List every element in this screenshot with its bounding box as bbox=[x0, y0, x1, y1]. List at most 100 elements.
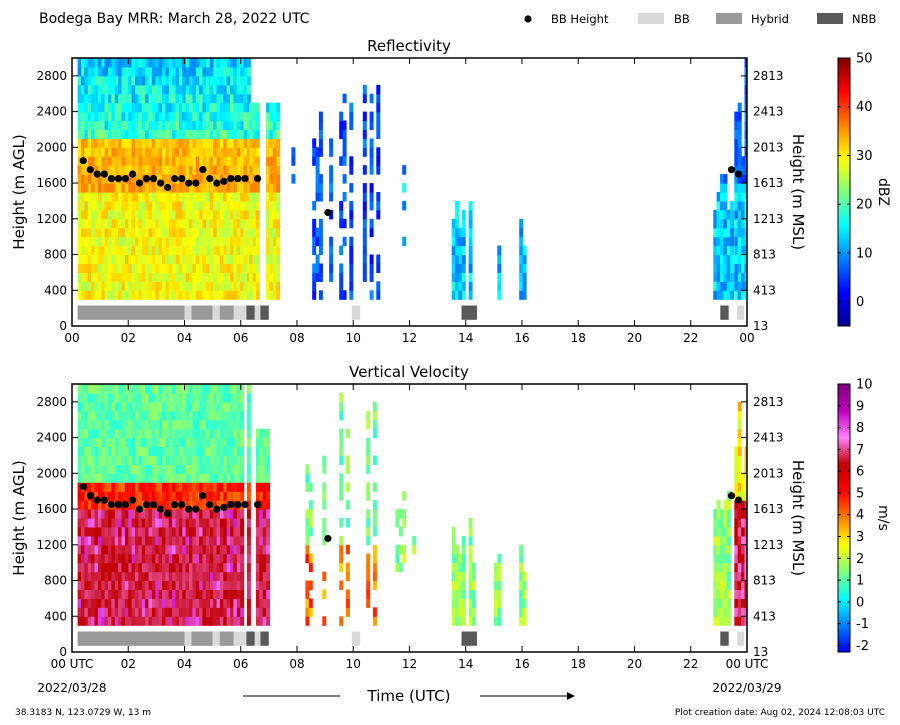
field-cell bbox=[155, 227, 160, 238]
field-cell bbox=[216, 509, 221, 519]
field-cell bbox=[128, 111, 133, 122]
field-cell bbox=[349, 272, 354, 282]
field-cell bbox=[741, 562, 746, 573]
field-cell bbox=[339, 129, 344, 139]
field-cell bbox=[77, 535, 82, 546]
field-cell bbox=[734, 200, 739, 211]
field-cell bbox=[342, 129, 347, 139]
field-cell bbox=[114, 192, 119, 202]
field-cell bbox=[87, 192, 92, 202]
field-cell bbox=[216, 93, 221, 104]
field-cell bbox=[124, 58, 129, 68]
field-cell bbox=[741, 209, 746, 220]
field-cell bbox=[138, 290, 143, 300]
field-cell bbox=[202, 553, 207, 564]
field-cell bbox=[162, 93, 166, 104]
field-cell bbox=[185, 428, 190, 439]
field-cell bbox=[202, 263, 207, 273]
field-cell bbox=[192, 165, 197, 175]
field-cell bbox=[713, 245, 718, 256]
field-cell bbox=[135, 562, 139, 573]
field-cell bbox=[202, 482, 207, 492]
field-cell bbox=[246, 571, 251, 582]
x-tick-label: 04 bbox=[177, 331, 192, 345]
field-cell bbox=[255, 580, 260, 590]
field-cell bbox=[81, 455, 85, 465]
field-cell bbox=[124, 428, 129, 439]
field-cell bbox=[111, 281, 116, 291]
field-cell bbox=[168, 272, 173, 282]
field-cell bbox=[249, 218, 254, 229]
field-cell bbox=[199, 446, 204, 456]
field-cell bbox=[84, 84, 89, 95]
field-cell bbox=[165, 245, 170, 256]
field-cell bbox=[202, 455, 207, 465]
field-cell bbox=[118, 138, 123, 148]
field-cell bbox=[451, 263, 456, 273]
field-cell bbox=[305, 473, 310, 483]
field-cell bbox=[734, 281, 739, 291]
field-cell bbox=[104, 491, 109, 501]
field-cell bbox=[720, 254, 724, 264]
field-cell bbox=[175, 263, 180, 273]
field-cell bbox=[315, 147, 320, 157]
field-cell bbox=[172, 156, 177, 166]
field-cell bbox=[205, 384, 210, 394]
field-cell bbox=[155, 526, 160, 537]
field-cell bbox=[168, 281, 173, 291]
field-cell bbox=[734, 526, 739, 537]
field-cell bbox=[97, 66, 102, 77]
field-cell bbox=[249, 102, 254, 113]
field-cell bbox=[458, 272, 463, 282]
field-cell bbox=[87, 553, 92, 564]
field-cell bbox=[246, 410, 251, 421]
field-cell bbox=[219, 598, 224, 608]
field-cell bbox=[172, 227, 177, 238]
field-cell bbox=[91, 102, 96, 113]
field-cell bbox=[175, 254, 180, 264]
field-cell bbox=[97, 526, 102, 537]
field-cell bbox=[131, 446, 136, 456]
field-cell bbox=[111, 183, 116, 193]
field-cell bbox=[305, 482, 310, 492]
field-cell bbox=[249, 227, 254, 238]
field-cell bbox=[252, 263, 257, 273]
field-cell bbox=[216, 589, 221, 599]
field-cell bbox=[315, 165, 320, 175]
field-cell bbox=[162, 147, 166, 157]
field-cell bbox=[124, 263, 129, 273]
field-cell bbox=[182, 607, 187, 617]
field-cell bbox=[734, 120, 739, 130]
field-cell bbox=[114, 553, 119, 564]
field-cell bbox=[246, 419, 251, 430]
bb-height-point bbox=[178, 501, 186, 509]
field-cell bbox=[124, 580, 129, 590]
field-cell bbox=[451, 245, 456, 256]
field-cell bbox=[118, 464, 123, 474]
field-cell bbox=[213, 446, 218, 456]
field-cell bbox=[172, 281, 177, 291]
field-cell bbox=[369, 156, 374, 166]
field-cell bbox=[128, 401, 133, 412]
field-cell bbox=[118, 192, 123, 202]
field-cell bbox=[233, 183, 238, 193]
field-cell bbox=[195, 607, 200, 617]
field-cell bbox=[737, 263, 742, 273]
field-cell bbox=[744, 120, 747, 130]
field-cell bbox=[145, 281, 150, 291]
field-cell bbox=[141, 245, 146, 256]
field-cell bbox=[223, 428, 228, 439]
field-cell bbox=[141, 281, 146, 291]
field-cell bbox=[741, 165, 746, 175]
field-cell bbox=[131, 562, 136, 573]
field-cell bbox=[141, 392, 146, 403]
field-cell bbox=[104, 518, 109, 528]
field-cell bbox=[118, 571, 123, 582]
field-cell bbox=[182, 120, 187, 130]
field-cell bbox=[741, 236, 746, 247]
field-cell bbox=[182, 111, 187, 122]
field-cell bbox=[135, 290, 139, 300]
field-cell bbox=[172, 571, 177, 582]
field-cell bbox=[135, 120, 139, 130]
field-cell bbox=[734, 491, 739, 501]
